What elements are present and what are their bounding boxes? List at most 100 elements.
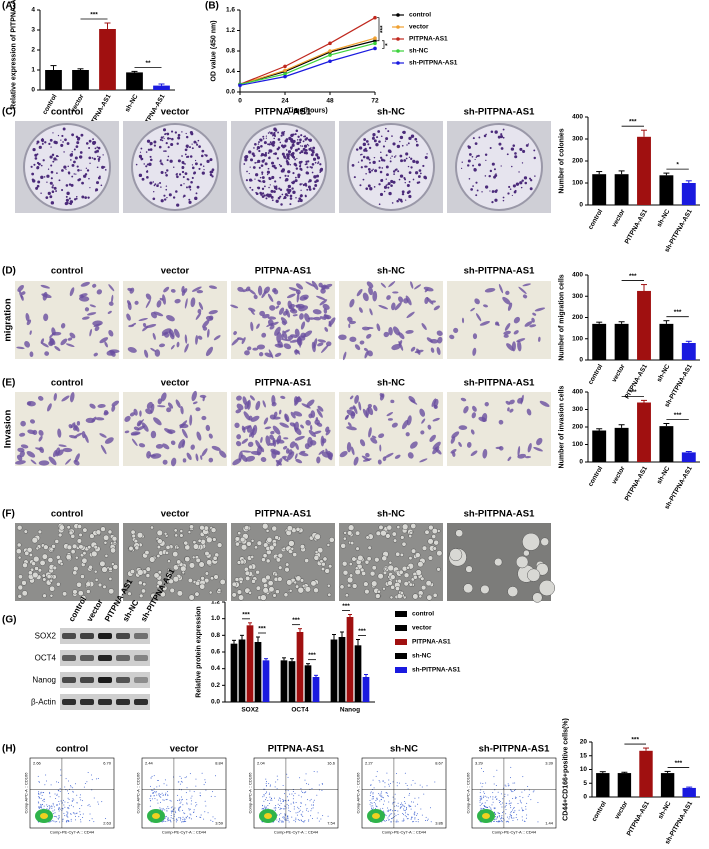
column-title: sh-PITPNA-AS1 xyxy=(464,266,535,277)
colony xyxy=(369,187,373,191)
cell xyxy=(261,332,267,338)
colony xyxy=(270,142,274,146)
colony xyxy=(461,161,463,163)
cell xyxy=(371,565,377,571)
event xyxy=(490,808,492,810)
cell xyxy=(420,584,427,591)
cell xyxy=(129,287,135,294)
event xyxy=(158,793,160,795)
event xyxy=(479,809,481,811)
cell xyxy=(70,549,76,555)
colony xyxy=(249,186,252,189)
colony xyxy=(519,181,523,185)
event xyxy=(533,790,535,792)
colony xyxy=(67,165,69,168)
event xyxy=(494,796,496,798)
colony xyxy=(197,139,200,142)
x-tick-label: 24 xyxy=(281,98,289,105)
legend-swatch xyxy=(395,653,407,659)
cell xyxy=(390,399,395,404)
cell xyxy=(231,592,237,598)
colony xyxy=(372,160,376,165)
cell xyxy=(265,558,271,564)
cell xyxy=(359,439,366,447)
cell xyxy=(212,555,218,561)
colony xyxy=(320,167,324,171)
cell xyxy=(358,401,362,411)
cell xyxy=(77,524,83,529)
colony xyxy=(484,185,489,189)
cell xyxy=(522,283,531,287)
cell xyxy=(175,545,180,550)
event xyxy=(501,816,503,818)
event xyxy=(483,797,485,799)
cell xyxy=(108,588,115,595)
cell xyxy=(19,432,26,437)
event xyxy=(482,802,484,804)
event xyxy=(480,807,482,809)
colony xyxy=(499,135,504,139)
colony xyxy=(414,137,418,141)
event xyxy=(193,811,195,813)
cell xyxy=(367,326,374,329)
cell xyxy=(272,593,277,598)
colony xyxy=(193,172,196,175)
blot-band xyxy=(134,633,148,639)
event xyxy=(483,795,485,797)
cell xyxy=(410,523,417,529)
event xyxy=(172,818,174,820)
quadrant-value: 7.54 xyxy=(327,821,336,826)
significance-label: *** xyxy=(90,12,98,19)
colony xyxy=(293,156,296,159)
colony xyxy=(206,159,210,163)
colony xyxy=(391,202,394,204)
colony xyxy=(304,148,308,152)
cell xyxy=(475,313,482,322)
bar xyxy=(312,677,320,702)
colony xyxy=(401,190,405,194)
cell xyxy=(199,583,206,590)
bar xyxy=(338,637,346,702)
colony xyxy=(403,176,406,180)
event xyxy=(273,797,275,799)
cell xyxy=(436,550,443,557)
cell xyxy=(268,586,275,593)
colony xyxy=(385,184,388,186)
colony xyxy=(44,141,47,144)
event xyxy=(91,774,93,776)
event xyxy=(392,796,394,798)
colony xyxy=(426,153,428,155)
colony xyxy=(271,199,274,202)
cell xyxy=(190,444,195,450)
cell xyxy=(509,408,514,413)
event xyxy=(193,809,195,811)
event xyxy=(303,821,305,823)
event xyxy=(287,776,289,778)
event xyxy=(53,806,55,808)
cell xyxy=(295,458,303,464)
point xyxy=(373,46,377,51)
event xyxy=(410,808,412,810)
colony xyxy=(211,168,215,172)
significance-label: *** xyxy=(629,389,637,396)
colony xyxy=(485,159,487,161)
colony xyxy=(184,148,188,152)
cell xyxy=(295,427,302,436)
legend-label: vector xyxy=(409,24,429,31)
colony xyxy=(181,170,185,174)
event xyxy=(389,813,391,815)
colony xyxy=(378,203,381,206)
colony xyxy=(386,173,389,177)
cell xyxy=(272,425,281,435)
colony xyxy=(374,169,378,173)
colony xyxy=(40,175,44,179)
cell xyxy=(451,431,460,439)
cell xyxy=(31,537,39,544)
cell xyxy=(89,403,96,409)
colony xyxy=(311,162,315,166)
cell xyxy=(81,557,88,564)
event xyxy=(37,775,39,777)
event xyxy=(495,795,497,797)
event xyxy=(372,779,374,781)
cell xyxy=(60,338,68,346)
